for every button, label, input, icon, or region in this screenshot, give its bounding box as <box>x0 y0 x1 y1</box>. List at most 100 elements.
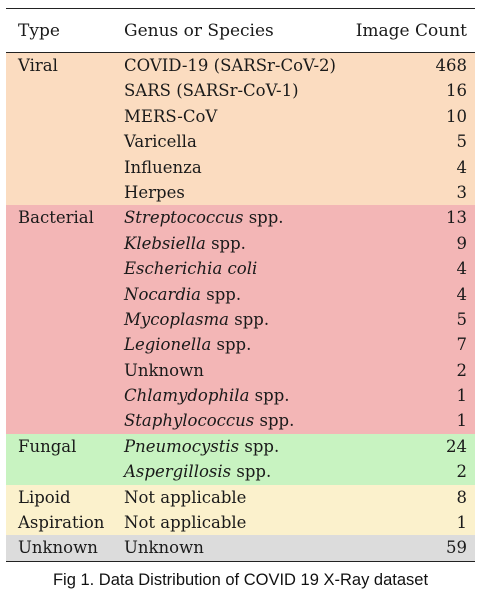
table-row: Mycoplasma spp. 5 <box>6 307 475 332</box>
genus-italic: Nocardia <box>124 285 201 304</box>
genus-cell: Escherichia coli <box>124 256 257 281</box>
header-count: Image Count <box>356 21 467 41</box>
table-row: Escherichia coli 4 <box>6 256 475 281</box>
count-cell: 13 <box>446 205 467 230</box>
count-cell: 4 <box>457 155 468 180</box>
table-row: Klebsiella spp. 9 <box>6 231 475 256</box>
table-row: Legionella spp. 7 <box>6 332 475 357</box>
genus-text: Not applicable <box>124 488 246 507</box>
genus-cell: Unknown <box>124 358 204 383</box>
table-row: Fungal Pneumocystis spp. 24 <box>6 434 475 459</box>
genus-italic: Aspergillosis <box>124 462 231 481</box>
bottom-rule <box>6 561 475 562</box>
count-cell: 3 <box>457 180 468 205</box>
table-row: Lipoid Not applicable 8 <box>6 485 475 510</box>
table-row: Nocardia spp. 4 <box>6 282 475 307</box>
genus-text: MERS-CoV <box>124 107 217 126</box>
genus-italic: Staphylococcus <box>124 411 254 430</box>
type-cell: Bacterial <box>18 205 94 230</box>
group-unknown: Unknown Unknown 59 <box>6 535 475 560</box>
genus-italic: Legionella <box>124 335 211 354</box>
count-cell: 2 <box>457 358 468 383</box>
count-cell: 9 <box>457 231 468 256</box>
genus-cell: Chlamydophila spp. <box>124 383 290 408</box>
genus-italic: Escherichia coli <box>124 259 257 278</box>
count-cell: 5 <box>457 129 468 154</box>
genus-text: SARS (SARSr-CoV-1) <box>124 81 299 100</box>
count-cell: 1 <box>457 510 468 535</box>
genus-italic: Streptococcus <box>124 208 243 227</box>
count-cell: 16 <box>446 78 467 103</box>
genus-text: spp. <box>229 310 269 329</box>
genus-text: Unknown <box>124 361 204 380</box>
genus-text: Influenza <box>124 158 202 177</box>
genus-text: Herpes <box>124 183 185 202</box>
count-cell: 1 <box>457 408 468 433</box>
table-row: Viral COVID-19 (SARSr-CoV-2) 468 <box>6 53 475 78</box>
genus-italic: Chlamydophila <box>124 386 249 405</box>
group-bacterial: Bacterial Streptococcus spp. 13 Klebsiella … <box>6 205 475 434</box>
genus-text: spp. <box>211 335 251 354</box>
table-header: Type Genus or Species Image Count <box>6 9 475 52</box>
genus-text: COVID-19 (SARSr-CoV-2) <box>124 56 336 75</box>
count-cell: 4 <box>457 282 468 307</box>
type-cell: Unknown <box>18 535 98 560</box>
table-row: SARS (SARSr-CoV-1) 16 <box>6 78 475 103</box>
genus-cell: Aspergillosis spp. <box>124 459 271 484</box>
table-row: Bacterial Streptococcus spp. 13 <box>6 205 475 230</box>
genus-italic: Pneumocystis <box>124 437 239 456</box>
genus-text: Not applicable <box>124 513 246 532</box>
count-cell: 8 <box>457 485 468 510</box>
genus-text: Varicella <box>124 132 197 151</box>
count-cell: 24 <box>446 434 467 459</box>
table-row: Staphylococcus spp. 1 <box>6 408 475 433</box>
genus-cell: SARS (SARSr-CoV-1) <box>124 78 299 103</box>
genus-cell: MERS-CoV <box>124 104 217 129</box>
table-row: Unknown Unknown 59 <box>6 535 475 560</box>
data-table: Type Genus or Species Image Count Viral C… <box>6 8 475 562</box>
group-viral: Viral COVID-19 (SARSr-CoV-2) 468 SARS (SARS… <box>6 53 475 205</box>
genus-cell: Streptococcus spp. <box>124 205 284 230</box>
genus-text: Unknown <box>124 538 204 557</box>
type-cell: Aspiration <box>18 510 104 535</box>
genus-cell: Herpes <box>124 180 185 205</box>
genus-cell: Klebsiella spp. <box>124 231 246 256</box>
header-genus: Genus or Species <box>124 21 274 41</box>
genus-cell: Not applicable <box>124 510 246 535</box>
type-cell: Viral <box>18 53 58 78</box>
genus-cell: Staphylococcus spp. <box>124 408 294 433</box>
count-cell: 468 <box>436 53 468 78</box>
group-fungal: Fungal Pneumocystis spp. 24 Aspergillosis s… <box>6 434 475 485</box>
genus-cell: COVID-19 (SARSr-CoV-2) <box>124 53 336 78</box>
genus-cell: Unknown <box>124 535 204 560</box>
table-row: Varicella 5 <box>6 129 475 154</box>
table-body: Viral COVID-19 (SARSr-CoV-2) 468 SARS (SARS… <box>6 53 475 561</box>
genus-cell: Influenza <box>124 155 202 180</box>
type-cell: Fungal <box>18 434 76 459</box>
genus-text: spp. <box>254 411 294 430</box>
count-cell: 2 <box>457 459 468 484</box>
genus-text: spp. <box>206 234 246 253</box>
group-lipoid: Lipoid Not applicable 8 Aspiration Not appli… <box>6 485 475 536</box>
table-row: MERS-CoV 10 <box>6 104 475 129</box>
genus-cell: Mycoplasma spp. <box>124 307 269 332</box>
genus-cell: Pneumocystis spp. <box>124 434 279 459</box>
table-row: Aspiration Not applicable 1 <box>6 510 475 535</box>
type-cell: Lipoid <box>18 485 71 510</box>
table-row: Chlamydophila spp. 1 <box>6 383 475 408</box>
genus-text: spp. <box>239 437 279 456</box>
count-cell: 10 <box>446 104 467 129</box>
count-cell: 59 <box>446 535 467 560</box>
count-cell: 5 <box>457 307 468 332</box>
genus-italic: Mycoplasma <box>124 310 229 329</box>
genus-text: spp. <box>231 462 271 481</box>
genus-text: spp. <box>243 208 283 227</box>
table-row: Influenza 4 <box>6 155 475 180</box>
genus-text: spp. <box>201 285 241 304</box>
header-type: Type <box>18 21 60 41</box>
count-cell: 7 <box>457 332 468 357</box>
count-cell: 4 <box>457 256 468 281</box>
table-row: Aspergillosis spp. 2 <box>6 459 475 484</box>
genus-cell: Legionella spp. <box>124 332 251 357</box>
genus-cell: Nocardia spp. <box>124 282 241 307</box>
